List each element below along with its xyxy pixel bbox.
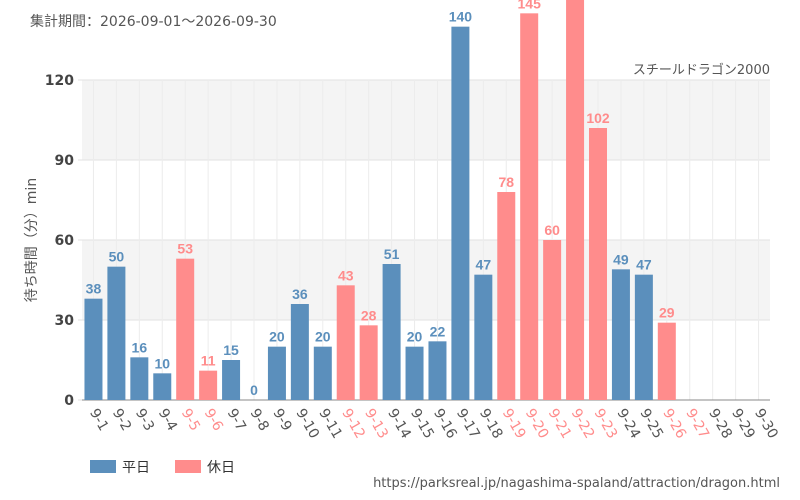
bar [153,373,172,400]
bar [428,341,447,400]
x-tick-label: 9-26 [659,406,689,442]
data-label: 20 [407,329,423,345]
x-tick-label: 9-12 [338,406,368,442]
bar [336,285,355,400]
bar [359,325,378,400]
x-tick-label: 9-4 [155,406,180,434]
data-label: 38 [86,281,102,297]
x-tick-label: 9-15 [407,406,437,442]
x-tick-label: 9-23 [591,406,621,442]
data-label: 47 [476,257,492,273]
bar [267,346,286,400]
y-tick-label: 30 [55,313,75,329]
legend-swatch [90,460,116,473]
x-tick-label: 9-5 [178,406,203,434]
data-label: 0 [250,382,258,398]
data-label: 16 [132,339,148,355]
data-label: 102 [586,110,610,126]
data-label: 145 [518,0,542,11]
x-tick-label: 9-14 [384,406,414,442]
x-tick-label: 9-25 [636,406,666,442]
x-tick-label: 9-18 [476,406,506,442]
bar [520,13,539,400]
bar [543,240,562,400]
x-tick-label: 9-2 [109,406,134,434]
bar [634,274,653,400]
data-label: 20 [315,329,331,345]
x-tick-label: 9-11 [315,406,345,442]
x-tick-label: 9-1 [86,406,111,434]
x-tick-label: 9-21 [545,406,575,442]
x-tick-label: 9-9 [269,406,294,434]
data-label: 20 [269,329,285,345]
x-tick-label: 9-8 [247,406,272,434]
data-label: 47 [636,257,652,273]
x-tick-label: 9-3 [132,406,157,434]
band [82,80,770,160]
chart-subtitle: スチールドラゴン2000 [633,62,770,78]
data-label: 15 [223,342,239,358]
legend-label: 休日 [207,460,235,476]
data-label: 28 [361,307,377,323]
y-tick-label: 0 [64,393,74,409]
data-label: 29 [659,305,675,321]
x-tick-label: 9-6 [201,406,226,434]
x-tick-label: 9-19 [499,406,529,442]
source: https://parksreal.jp/nagashima-spaland/a… [373,476,780,491]
data-label: 22 [430,323,446,339]
data-label: 53 [177,241,193,257]
x-tick-label: 9-27 [682,406,712,442]
bar [176,258,195,400]
bar [84,298,103,400]
data-label: 140 [449,9,473,25]
bar [405,346,424,400]
y-tick-label: 120 [45,73,74,89]
x-tick-label: 9-29 [728,406,758,442]
bar [589,128,607,400]
y-tick-label: 90 [55,153,75,169]
bar [107,266,126,400]
bar [290,304,309,400]
band [82,240,770,320]
data-label: 11 [201,353,216,369]
y-axis-label: 待ち時間（分）min [24,178,40,302]
legend-swatch [175,460,201,473]
x-tick-label: 9-30 [751,406,781,442]
bar [130,357,149,400]
x-tick-label: 9-10 [292,406,322,442]
data-label: 78 [498,174,514,190]
bar [199,370,218,400]
x-tick-label: 9-16 [430,406,460,442]
data-label: 10 [154,355,170,371]
bar [222,360,241,400]
bar [657,322,676,400]
bar [611,269,630,400]
x-tick-label: 9-20 [522,406,552,442]
data-label: 49 [613,251,629,267]
data-label: 51 [384,246,400,262]
x-tick-label: 9-28 [705,406,735,442]
x-tick-label: 9-7 [224,406,249,434]
bar [382,264,401,400]
bar [566,0,585,400]
bar [451,26,470,401]
bar [474,274,493,400]
y-tick-label: 60 [55,233,75,249]
chart-title: 集計期間：2026-09-01～2026-09-30 [30,13,277,30]
x-tick-label: 9-22 [568,406,598,442]
x-tick-label: 9-24 [613,406,643,442]
data-label: 43 [338,267,354,283]
bar [497,192,516,400]
bar [313,346,332,400]
x-tick-label: 9-17 [453,406,483,442]
legend-label: 平日 [122,460,150,476]
data-label: 50 [109,249,125,265]
data-label: 36 [292,286,308,302]
x-tick-label: 9-13 [361,406,391,442]
data-label: 60 [544,222,560,238]
